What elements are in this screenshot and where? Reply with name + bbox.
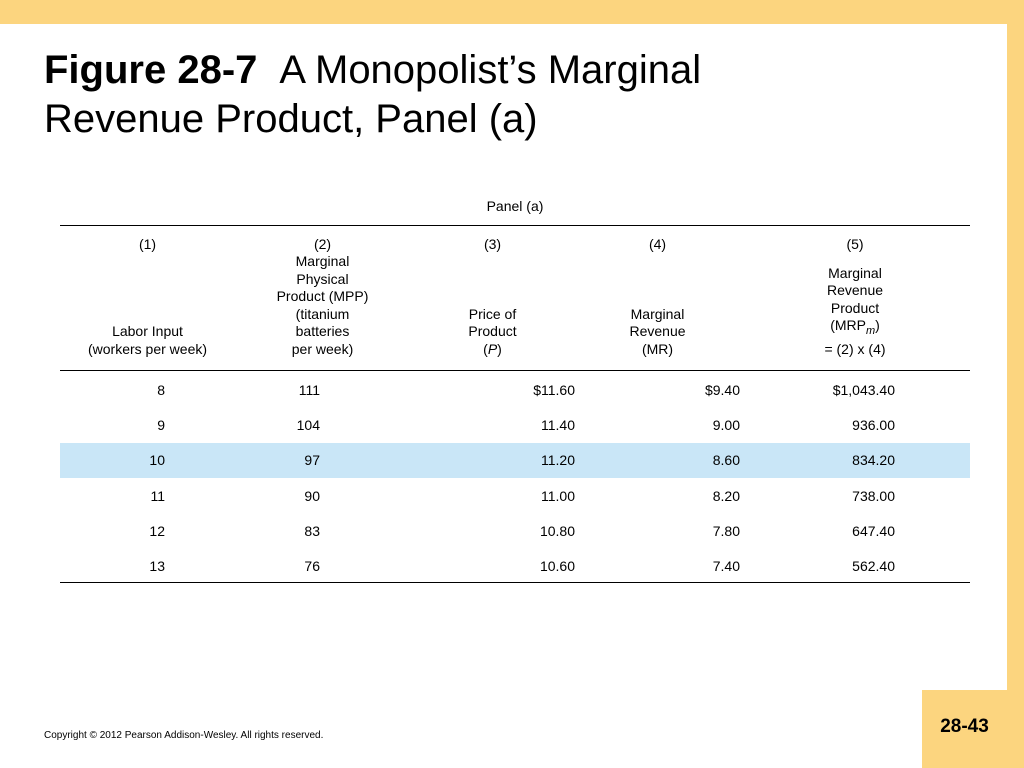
data-table: (1) Labor Input (workers per week) (2) M… [60,227,970,584]
header-line: (MR) [641,340,674,357]
header-line: (P) [483,340,502,357]
page-number-box [922,690,1024,768]
mrp-cell: 936.00 [852,416,895,433]
right-accent-bar [1007,0,1024,768]
table-top-rule [60,225,970,226]
column-header-labor: (1) Labor Input (workers per week) [60,227,235,370]
slide-title: Figure 28-7 A Monopolist’s Marginal Reven… [44,46,944,144]
column-header-price: (3) Price of Product (P) [410,227,575,370]
price-cell: 10.80 [539,522,575,539]
price-cell: 11.20 [541,452,575,469]
header-line: Labor Input [112,323,183,339]
column-number: (4) [648,236,667,252]
title-line-1: A Monopolist’s Marginal [279,48,702,92]
mrp-cell: 647.40 [852,522,895,539]
header-line: Marginal [295,253,350,269]
labor-cell: 13 [149,558,165,575]
header-line: (MRPm) [830,317,880,337]
top-accent-bar [0,0,1024,24]
figure-number: Figure 28-7 [44,48,258,92]
table-row: 12 83 10.80 7.80 647.40 [60,513,970,548]
header-line: = (2) x (4) [824,340,886,357]
price-cell: 10.60 [539,558,575,575]
labor-cell: 9 [157,416,165,433]
header-line: Marginal [630,305,685,322]
title-line-2: Revenue Product, Panel (a) [44,97,538,141]
header-line: Physical [296,270,349,287]
header-row: (1) Labor Input (workers per week) (2) M… [60,227,970,370]
table-row: 11 90 11.00 8.20 738.00 [60,478,970,513]
column-number: (5) [846,236,864,252]
labor-cell: 11 [150,487,165,504]
mrp-cell: 834.20 [852,452,895,469]
page-number: 28-43 [940,716,989,737]
labor-cell: 8 [157,381,165,398]
column-header-mrp: (5) Marginal Revenue Product (MRPm) = (2… [740,227,970,370]
mpp-cell: 90 [304,487,320,504]
table-row: 13 76 10.60 7.40 562.40 [60,548,970,583]
column-header-mpp: (2) Marginal Physical Product (MPP) (tit… [235,227,410,370]
header-line: Product [468,323,517,339]
column-header-mr: (4) Marginal Revenue (MR) [575,227,740,370]
table-row: 10 97 11.20 8.60 834.20 [60,442,970,478]
column-number: (1) [138,236,157,252]
mrp-cell: 562.40 [852,558,895,575]
mpp-cell: 111 [298,381,320,398]
header-line: Marginal [828,264,882,281]
mr-cell: 8.60 [712,452,740,469]
header-line: Product (MPP) [276,288,369,304]
mrp-cell: $1,043.40 [832,381,895,398]
mr-cell: 7.40 [712,558,740,575]
header-line: per week) [291,340,354,357]
mr-cell: 9.00 [712,416,740,433]
mpp-cell: 83 [304,522,320,539]
price-cell: 11.40 [541,416,575,433]
table-bottom-rule [60,582,970,583]
mpp-cell: 104 [296,416,320,433]
price-cell: $11.60 [533,381,575,398]
table-row: 9 104 11.40 9.00 936.00 [60,407,970,442]
header-line: Revenue [629,323,686,339]
labor-cell: 10 [149,452,165,469]
mpp-cell: 76 [304,558,320,575]
header-line: Revenue [826,282,884,299]
table-row: 8 111 $11.60 $9.40 $1,043.40 [60,370,970,407]
mr-cell: $9.40 [704,381,740,398]
column-number: (2) [313,236,332,252]
header-line: (titanium [295,305,350,322]
price-cell: 11.00 [541,487,575,504]
mpp-cell: 97 [304,452,320,469]
header-line: Price of [468,305,517,322]
mr-cell: 8.20 [712,487,740,504]
mrp-cell: 738.00 [852,487,895,504]
column-number: (3) [483,236,502,252]
header-line: (workers per week) [87,340,208,357]
labor-cell: 12 [149,522,165,539]
header-line: Product [830,299,880,316]
header-line: batteries [295,323,350,339]
panel-label: Panel (a) [486,198,544,214]
mr-cell: 7.80 [712,522,740,539]
table-header-rule [60,370,970,371]
copyright-notice: Copyright © 2012 Pearson Addison-Wesley.… [44,730,324,741]
